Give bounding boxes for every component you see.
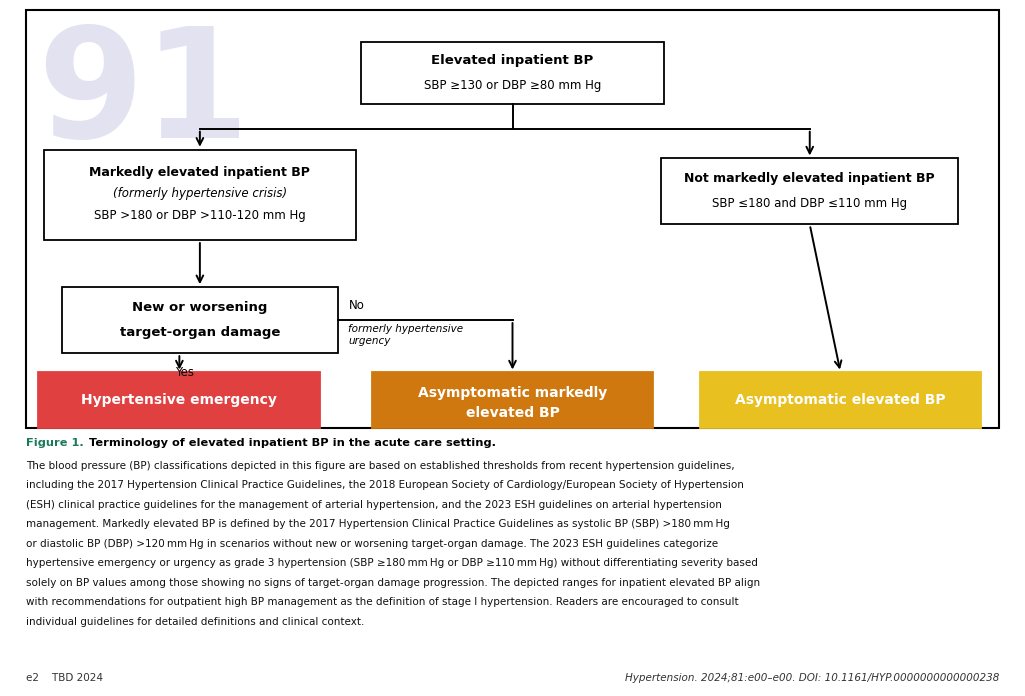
Text: elevated BP: elevated BP [465, 406, 560, 420]
Text: individual guidelines for detailed definitions and clinical context.: individual guidelines for detailed defin… [26, 617, 364, 626]
Text: management. Markedly elevated BP is defined by the 2017 Hypertension Clinical Pr: management. Markedly elevated BP is defi… [26, 519, 730, 529]
Text: e2    TBD 2024: e2 TBD 2024 [26, 674, 103, 683]
Bar [26, 10, 999, 428]
Text: SBP ≥130 or DBP ≥80 mm Hg: SBP ≥130 or DBP ≥80 mm Hg [423, 79, 602, 92]
Text: Asymptomatic markedly: Asymptomatic markedly [418, 386, 607, 400]
Bar [62, 287, 338, 353]
Text: No: No [348, 299, 364, 312]
Text: Not markedly elevated inpatient BP: Not markedly elevated inpatient BP [685, 173, 935, 185]
Bar [699, 372, 981, 428]
Text: (ESH) clinical practice guidelines for the management of arterial hypertension, : (ESH) clinical practice guidelines for t… [26, 500, 722, 509]
Text: solely on BP values among those showing no signs of target-organ damage progress: solely on BP values among those showing … [26, 578, 760, 587]
Text: The blood pressure (BP) classifications depicted in this figure are based on est: The blood pressure (BP) classifications … [26, 461, 734, 470]
Text: Elevated inpatient BP: Elevated inpatient BP [432, 54, 593, 67]
Text: formerly hypertensive
urgency: formerly hypertensive urgency [348, 324, 463, 346]
Text: Figure 1.: Figure 1. [26, 438, 83, 448]
Bar [371, 372, 654, 428]
Bar [661, 159, 958, 224]
Bar [362, 42, 664, 104]
Text: Hypertension. 2024;81:e00–e00. DOI: 10.1161/HYP.0000000000000238: Hypertension. 2024;81:e00–e00. DOI: 10.1… [625, 674, 999, 683]
Text: Markedly elevated inpatient BP: Markedly elevated inpatient BP [89, 166, 311, 179]
Text: Yes: Yes [175, 366, 194, 379]
Text: target-organ damage: target-organ damage [120, 326, 280, 339]
Text: Terminology of elevated inpatient BP in the acute care setting.: Terminology of elevated inpatient BP in … [85, 438, 496, 448]
Text: New or worsening: New or worsening [132, 301, 268, 314]
Text: including the 2017 Hypertension Clinical Practice Guidelines, the 2018 European : including the 2017 Hypertension Clinical… [26, 480, 743, 490]
Bar [44, 150, 357, 240]
Text: Asymptomatic elevated BP: Asymptomatic elevated BP [735, 393, 946, 407]
Text: SBP ≤180 and DBP ≤110 mm Hg: SBP ≤180 and DBP ≤110 mm Hg [712, 198, 907, 210]
Text: with recommendations for outpatient high BP management as the definition of stag: with recommendations for outpatient high… [26, 597, 738, 607]
Text: SBP >180 or DBP >110-120 mm Hg: SBP >180 or DBP >110-120 mm Hg [94, 209, 305, 222]
Text: Hypertensive emergency: Hypertensive emergency [81, 393, 278, 407]
Bar [38, 372, 320, 428]
Text: 91: 91 [37, 21, 250, 170]
Text: (formerly hypertensive crisis): (formerly hypertensive crisis) [113, 187, 287, 200]
Text: hypertensive emergency or urgency as grade 3 hypertension (SBP ≥180 mm Hg or DBP: hypertensive emergency or urgency as gra… [26, 558, 757, 568]
Text: or diastolic BP (DBP) >120 mm Hg in scenarios without new or worsening target-or: or diastolic BP (DBP) >120 mm Hg in scen… [26, 539, 717, 548]
